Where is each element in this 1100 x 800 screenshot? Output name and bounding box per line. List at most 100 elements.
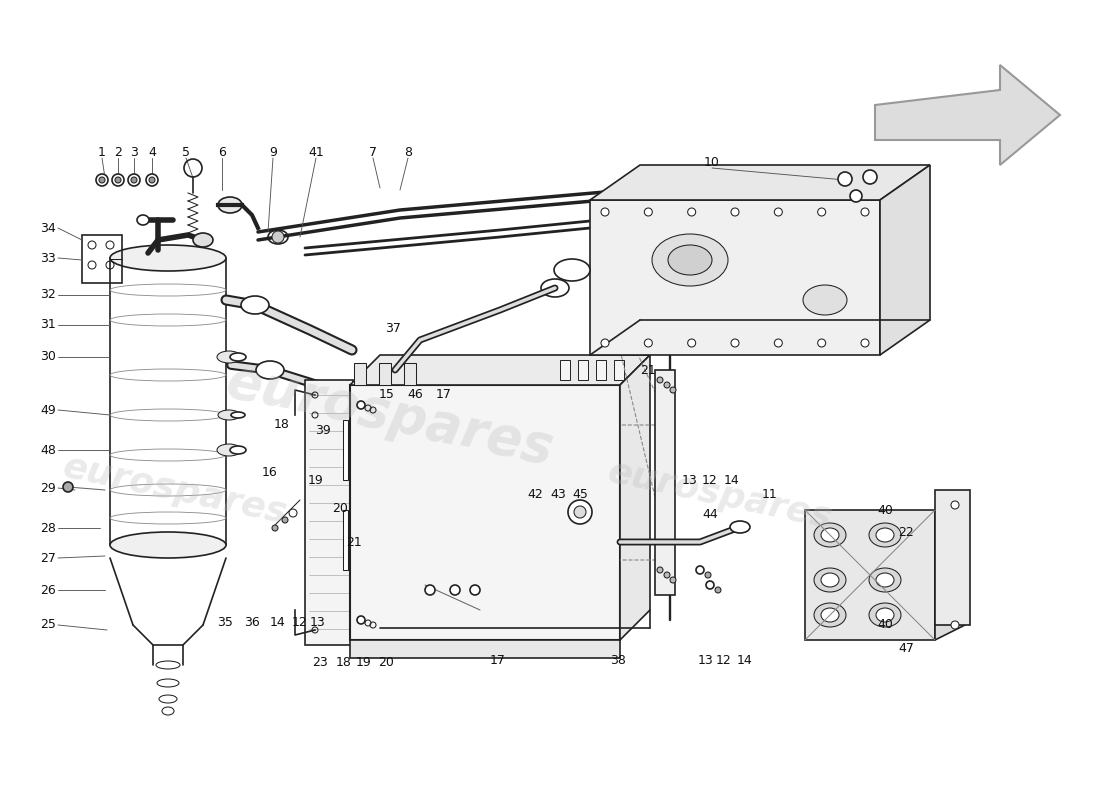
Ellipse shape	[668, 245, 712, 275]
Bar	[805, 510, 935, 640]
Text: 28: 28	[40, 522, 56, 534]
Text: 12: 12	[293, 615, 308, 629]
Text: 40: 40	[877, 503, 893, 517]
Circle shape	[358, 401, 365, 409]
Polygon shape	[620, 355, 650, 640]
Bar	[654, 370, 675, 595]
Text: 18: 18	[274, 418, 290, 431]
Ellipse shape	[230, 446, 246, 454]
Text: 11: 11	[762, 489, 778, 502]
Ellipse shape	[241, 296, 270, 314]
Circle shape	[282, 517, 288, 523]
Text: 49: 49	[40, 403, 56, 417]
Text: 13: 13	[698, 654, 714, 666]
Text: 3: 3	[130, 146, 138, 158]
Text: 20: 20	[332, 502, 348, 514]
Circle shape	[272, 231, 284, 243]
Circle shape	[358, 616, 365, 624]
Circle shape	[601, 208, 609, 216]
Text: 1: 1	[98, 146, 106, 158]
Text: 20: 20	[378, 655, 394, 669]
Circle shape	[645, 208, 652, 216]
Circle shape	[861, 208, 869, 216]
Text: 23: 23	[312, 655, 328, 669]
Circle shape	[116, 177, 121, 183]
Ellipse shape	[217, 444, 241, 456]
Text: 45: 45	[572, 489, 587, 502]
Ellipse shape	[110, 532, 226, 558]
Circle shape	[861, 339, 869, 347]
Ellipse shape	[554, 259, 590, 281]
Ellipse shape	[218, 197, 242, 213]
Bar	[379, 363, 390, 385]
Circle shape	[688, 339, 695, 347]
Text: 13: 13	[310, 615, 326, 629]
Circle shape	[657, 377, 663, 383]
Circle shape	[706, 581, 714, 589]
Circle shape	[696, 566, 704, 574]
Circle shape	[148, 177, 155, 183]
Circle shape	[63, 482, 73, 492]
Ellipse shape	[231, 412, 245, 418]
Bar	[614, 360, 624, 380]
Text: 36: 36	[244, 615, 260, 629]
Bar	[350, 640, 620, 658]
Ellipse shape	[110, 245, 226, 271]
Circle shape	[664, 572, 670, 578]
Ellipse shape	[268, 230, 288, 244]
Bar	[354, 363, 366, 385]
Text: 12: 12	[702, 474, 718, 486]
Bar	[560, 360, 570, 380]
Circle shape	[568, 500, 592, 524]
Ellipse shape	[876, 573, 894, 587]
Circle shape	[112, 174, 124, 186]
Bar	[82, 235, 122, 283]
Text: 42: 42	[527, 489, 543, 502]
Circle shape	[838, 172, 853, 186]
Bar	[343, 420, 348, 480]
Bar	[350, 385, 620, 640]
Ellipse shape	[803, 285, 847, 315]
Text: 14: 14	[737, 654, 752, 666]
Text: 19: 19	[356, 655, 372, 669]
Text: 17: 17	[436, 389, 452, 402]
Circle shape	[850, 190, 862, 202]
Ellipse shape	[821, 608, 839, 622]
Text: 21: 21	[640, 363, 656, 377]
Text: eurospares: eurospares	[605, 454, 835, 535]
Circle shape	[574, 506, 586, 518]
Circle shape	[705, 572, 711, 578]
Text: 39: 39	[315, 423, 331, 437]
Circle shape	[774, 339, 782, 347]
Ellipse shape	[730, 521, 750, 533]
Circle shape	[470, 585, 480, 595]
Bar	[404, 363, 416, 385]
Text: 18: 18	[337, 655, 352, 669]
Text: 15: 15	[379, 389, 395, 402]
Text: 40: 40	[877, 618, 893, 631]
Ellipse shape	[138, 215, 148, 225]
Text: 13: 13	[682, 474, 697, 486]
Text: 44: 44	[702, 509, 718, 522]
Circle shape	[450, 585, 460, 595]
Ellipse shape	[814, 568, 846, 592]
Text: 32: 32	[40, 289, 56, 302]
Circle shape	[128, 174, 140, 186]
Circle shape	[732, 208, 739, 216]
Text: 46: 46	[407, 389, 422, 402]
Text: 9: 9	[270, 146, 277, 158]
Circle shape	[272, 525, 278, 531]
Ellipse shape	[814, 523, 846, 547]
Bar	[305, 380, 353, 645]
Circle shape	[146, 174, 158, 186]
Circle shape	[289, 509, 297, 517]
Circle shape	[715, 587, 720, 593]
Circle shape	[952, 621, 959, 629]
Text: 27: 27	[40, 551, 56, 565]
Text: eurospares: eurospares	[221, 355, 559, 475]
Ellipse shape	[256, 361, 284, 379]
Text: 37: 37	[385, 322, 400, 334]
Ellipse shape	[869, 523, 901, 547]
Circle shape	[664, 382, 670, 388]
Text: 2: 2	[114, 146, 122, 158]
